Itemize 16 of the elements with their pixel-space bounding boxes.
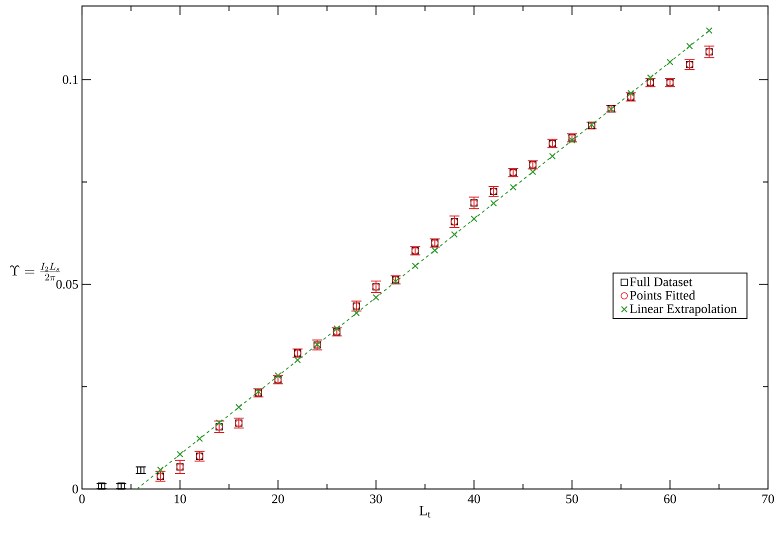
x-tick-label: 60 xyxy=(664,494,676,504)
legend-label: Linear Extrapolation xyxy=(630,304,737,316)
x-tick-label: 40 xyxy=(468,494,480,504)
x-tick-label: 50 xyxy=(566,494,578,504)
y-tick-label: 0.05 xyxy=(56,280,78,289)
legend-label: Full Dataset xyxy=(630,277,692,286)
y-tick-label: 0.1 xyxy=(62,75,78,84)
x-tick-label: 10 xyxy=(174,494,186,504)
y-tick-label: 0 xyxy=(72,484,78,494)
y-axis-title: $\Upsilon = \frac{I_2 L_s}{2\pi}$ xyxy=(10,262,60,280)
x-tick-label: 30 xyxy=(370,494,382,504)
x-axis-title: L$_{t}$ xyxy=(420,506,430,518)
x-tick-label: 0 xyxy=(79,494,85,504)
legend-label: Points Fitted xyxy=(630,290,696,300)
x-tick-label: 70 xyxy=(762,494,774,504)
x-tick-label: 20 xyxy=(272,494,284,504)
